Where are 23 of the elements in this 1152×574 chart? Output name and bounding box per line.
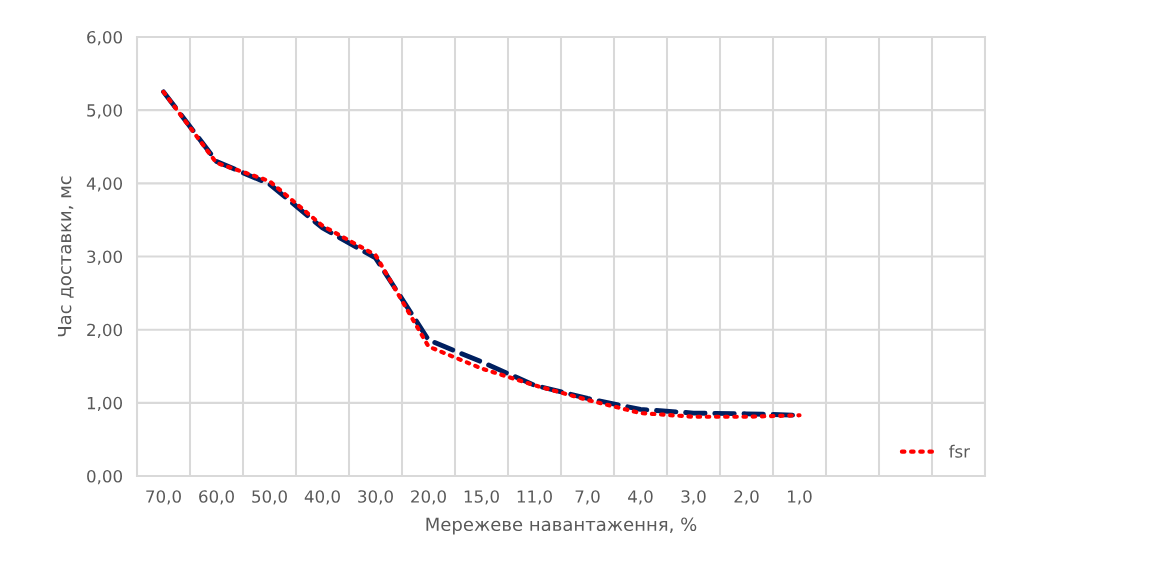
x-tick-label: 70,0 [146,490,181,505]
legend-label: fsr [948,444,970,458]
x-tick-label: 11,0 [517,490,552,505]
x-tick-label: 30,0 [358,490,393,505]
y-tick-label: 0,00 [87,469,122,485]
x-tick-label: 7,0 [575,490,600,505]
x-tick-label: 4,0 [628,490,653,505]
x-tick-label: 1,0 [788,490,812,505]
x-tick-label: 40,0 [304,490,340,505]
y-tick-label: 5,00 [87,104,122,119]
y-tick-label: 4,00 [86,177,122,192]
x-tick-label: 2,0 [734,490,759,505]
y-tick-label: 3,00 [87,250,122,265]
x-tick-label: 50,0 [252,490,287,505]
y-tick-label: 2,00 [87,323,122,338]
x-tick-label: 60,0 [199,490,234,505]
x-axis-title: Мережеве навантаження, % [426,517,697,535]
x-tick-label: 20,0 [411,490,446,505]
y-axis-title: Час доставки, мс [57,176,74,337]
y-tick-label: 6,00 [87,30,122,46]
x-tick-label: 15,0 [464,490,499,505]
x-tick-label: 3,0 [681,490,706,505]
y-tick-label: 1,00 [87,396,122,412]
